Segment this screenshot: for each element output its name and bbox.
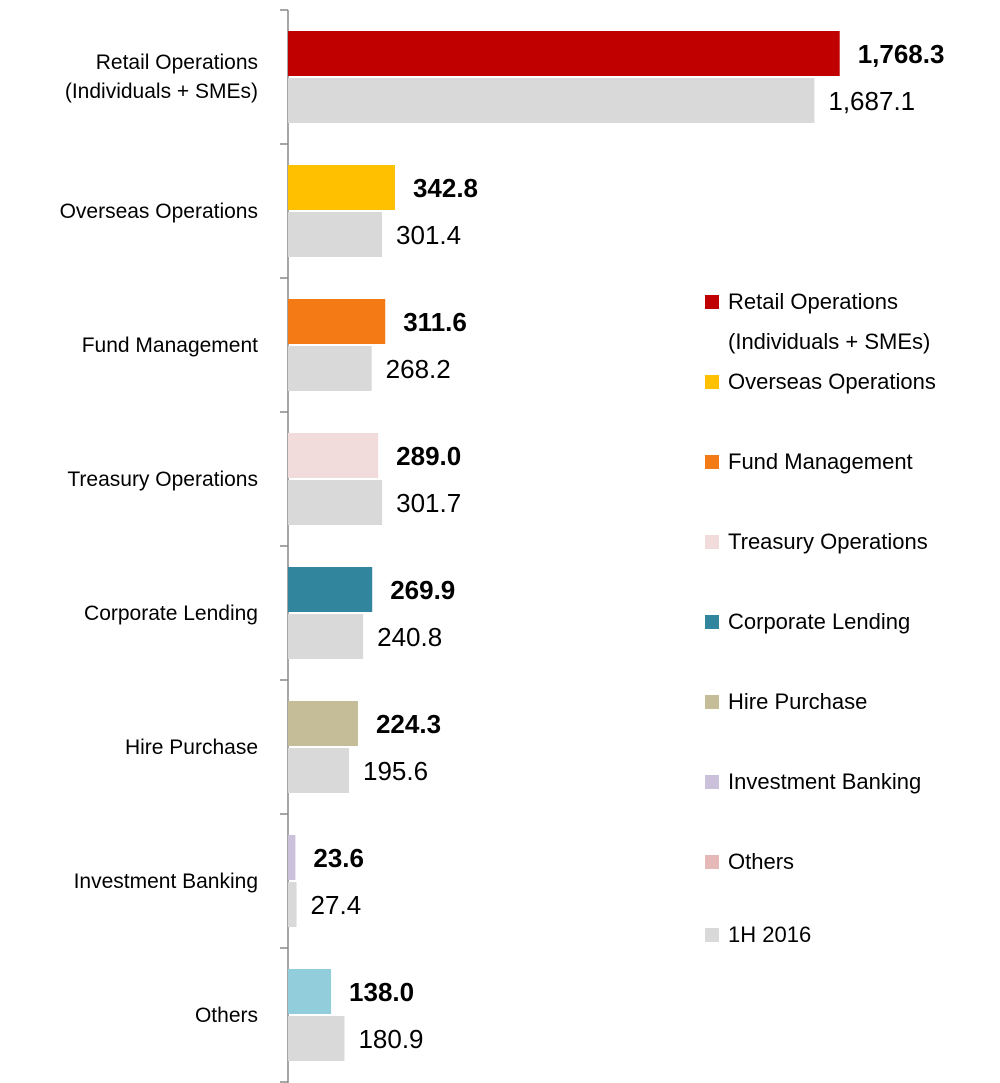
legend-label: Investment Banking — [728, 769, 922, 794]
category-label: Fund Management — [81, 333, 258, 357]
value-label: 289.0 — [396, 441, 462, 471]
category-label: Corporate Lending — [84, 601, 258, 625]
bar — [288, 299, 386, 344]
legend-swatch — [705, 535, 719, 549]
bar — [288, 882, 297, 927]
legend-label: Corporate Lending — [728, 609, 911, 634]
legend-swatch — [705, 928, 719, 942]
legend-label: Fund Management — [728, 449, 913, 474]
bar — [288, 1016, 345, 1061]
value-label: 224.3 — [375, 709, 442, 739]
category-label: Treasury Operations — [67, 467, 258, 491]
category-label: Hire Purchase — [124, 735, 258, 759]
bar — [288, 165, 395, 210]
legend-label: Treasury Operations — [728, 529, 928, 554]
legend-label: Others — [728, 849, 795, 874]
value-label: 27.4 — [310, 890, 362, 920]
value-label: 23.6 — [313, 843, 364, 873]
legend-swatch — [705, 855, 719, 869]
value-label: 301.7 — [396, 488, 462, 518]
category-label: Retail Operations (Individuals + SMEs) — [64, 51, 258, 103]
bar — [288, 835, 296, 880]
category-label: Overseas Operations — [59, 199, 258, 223]
legend-swatch — [705, 775, 719, 789]
value-label: 1,687.1 — [828, 86, 916, 116]
legend-swatch — [705, 455, 719, 469]
bar — [288, 567, 373, 612]
legend-label: 1H 2016 — [728, 922, 812, 947]
legend-swatch — [705, 615, 719, 629]
value-label: 1,768.3 — [857, 39, 945, 69]
bar — [288, 701, 358, 746]
value-label: 180.9 — [358, 1024, 424, 1054]
bar — [288, 31, 840, 76]
value-label: 240.8 — [377, 622, 443, 652]
bar — [288, 969, 332, 1014]
value-label: 342.8 — [412, 173, 479, 203]
value-label: 269.9 — [390, 575, 456, 605]
legend-swatch — [705, 695, 719, 709]
value-label: 195.6 — [363, 756, 429, 786]
value-label: 311.6 — [403, 307, 467, 337]
bar — [288, 78, 815, 123]
legend-label: Hire Purchase — [728, 689, 868, 714]
category-label: Others — [194, 1003, 258, 1027]
value-label: 268.2 — [385, 354, 451, 384]
bar — [288, 212, 383, 257]
bar — [288, 480, 383, 525]
bar — [288, 346, 372, 391]
bar — [288, 748, 350, 793]
bar — [288, 433, 379, 478]
legend-label: Overseas Operations — [728, 369, 936, 394]
category-label: Investment Banking — [73, 869, 258, 893]
legend-swatch — [705, 375, 719, 389]
value-label: 138.0 — [349, 977, 415, 1007]
legend-label: Retail Operations (Individuals + SMEs) — [728, 289, 931, 354]
bar — [288, 614, 364, 659]
value-label: 301.4 — [396, 220, 462, 250]
legend-swatch — [705, 295, 719, 309]
